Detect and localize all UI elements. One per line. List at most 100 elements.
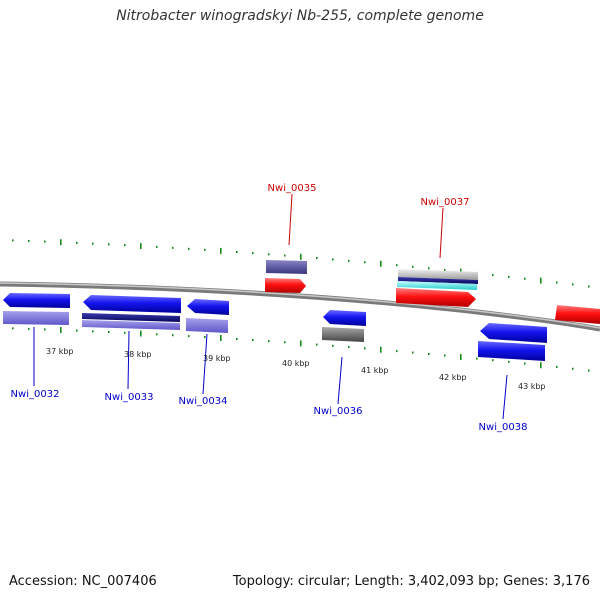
gc-tick (44, 328, 46, 331)
leader-line-nwi-0037 (439, 207, 444, 259)
gc-tick (524, 277, 526, 280)
gc-tick (444, 268, 446, 271)
gc-tick (284, 254, 286, 257)
gene-arrow (555, 305, 600, 324)
gc-tick (396, 350, 398, 353)
gc-tick (348, 346, 350, 349)
genome-backbone (0, 281, 600, 332)
gc-tick (108, 243, 110, 246)
gene-feature-nwi-0033[interactable] (82, 295, 181, 330)
gc-tick (124, 244, 126, 247)
gc-tick (60, 327, 62, 334)
gc-tick (492, 359, 494, 362)
gc-tick (220, 247, 222, 254)
leader-line-nwi-0034 (202, 333, 208, 395)
gc-tick (28, 327, 30, 330)
accession-text: Accession: NC_007406 (9, 574, 157, 589)
gc-tick (444, 354, 446, 357)
gc-tick (540, 277, 542, 284)
gc-tick (348, 259, 350, 262)
scale-tick-label: 40 kbp (282, 359, 310, 368)
gene-label-nwi-0036[interactable]: Nwi_0036 (314, 406, 363, 417)
gc-tick (12, 327, 14, 330)
leader-line-nwi-0036 (337, 356, 343, 405)
gene-feature-nwi-0036[interactable] (322, 310, 366, 342)
gc-tick (412, 351, 414, 354)
gc-tick (188, 247, 190, 250)
gc-tick (540, 362, 542, 369)
gc-tick (492, 274, 494, 277)
gc-tick (44, 240, 46, 243)
gene-feature-bar (3, 311, 69, 325)
gc-tick (524, 362, 526, 365)
gc-tick (460, 354, 462, 361)
gene-label-nwi-0037[interactable]: Nwi_0037 (421, 197, 470, 208)
gene-arrow (323, 310, 366, 326)
gc-tick (252, 339, 254, 342)
gc-tick (380, 346, 382, 353)
gc-tick (268, 340, 270, 343)
gene-feature-bar (266, 260, 307, 274)
gene-arrow (187, 299, 229, 315)
gc-tick (556, 281, 558, 284)
gc-tick (476, 357, 478, 360)
gc-tick (236, 251, 238, 254)
gc-tick (204, 248, 206, 251)
gc-tick (364, 261, 366, 264)
gene-feature-bar (82, 313, 180, 322)
gene-feature-nwi-0037[interactable] (396, 269, 478, 307)
gene-label-nwi-0033[interactable]: Nwi_0033 (105, 392, 154, 403)
gc-tick (172, 334, 174, 337)
gc-tick (156, 333, 158, 336)
gene-label-nwi-0034[interactable]: Nwi_0034 (179, 396, 228, 407)
gc-tick (428, 352, 430, 355)
gene-arrow (480, 323, 547, 343)
gene-feature-nwi-0035[interactable] (265, 260, 307, 293)
gene-feature-bar (397, 281, 477, 290)
gene-feature-nwi-0032[interactable] (3, 293, 70, 325)
gc-tick (332, 344, 334, 347)
gc-tick (92, 242, 94, 245)
gene-feature-next[interactable] (555, 305, 600, 324)
gene-arrow (265, 278, 306, 293)
gc-tick (172, 246, 174, 249)
gene-feature-bar (398, 269, 478, 280)
leader-line-nwi-0033 (127, 330, 130, 390)
gene-label-nwi-0038[interactable]: Nwi_0038 (479, 422, 528, 433)
gene-feature-bar (186, 318, 228, 333)
scale-tick-label: 37 kbp (46, 347, 74, 356)
gc-tick (12, 239, 14, 242)
gc-tick (572, 283, 574, 286)
gc-tick (508, 275, 510, 278)
gc-tick (204, 336, 206, 339)
scale-tick-label: 43 kbp (518, 382, 546, 391)
gene-feature-nwi-0038[interactable] (478, 323, 547, 361)
gc-tick (188, 335, 190, 338)
gc-tick (300, 253, 302, 260)
gc-tick (412, 265, 414, 268)
gene-label-nwi-0032[interactable]: Nwi_0032 (11, 389, 60, 400)
gc-tick (156, 245, 158, 248)
gc-tick (76, 241, 78, 244)
genome-title: Nitrobacter winogradskyi Nb-255, complet… (116, 8, 484, 24)
gene-arrow (3, 293, 70, 308)
gene-label-nwi-0035[interactable]: Nwi_0035 (268, 183, 317, 194)
gene-feature-bar (82, 320, 180, 330)
gc-tick (364, 347, 366, 350)
gc-tick (92, 330, 94, 333)
gene-feature-nwi-0034[interactable] (186, 299, 229, 333)
genome-backbone-highlight (0, 282, 600, 329)
gc-tick (236, 338, 238, 341)
gc-tick (76, 329, 78, 332)
gc-tick (588, 369, 590, 372)
gene-feature-bar (322, 327, 364, 342)
gc-tick (508, 360, 510, 363)
gc-tick (316, 343, 318, 346)
gc-tick (28, 239, 30, 242)
gc-tick (140, 243, 142, 250)
gene-arrow (396, 288, 476, 307)
gc-tick (316, 257, 318, 260)
scale-tick-label: 39 kbp (203, 354, 231, 363)
gc-tick (556, 365, 558, 368)
